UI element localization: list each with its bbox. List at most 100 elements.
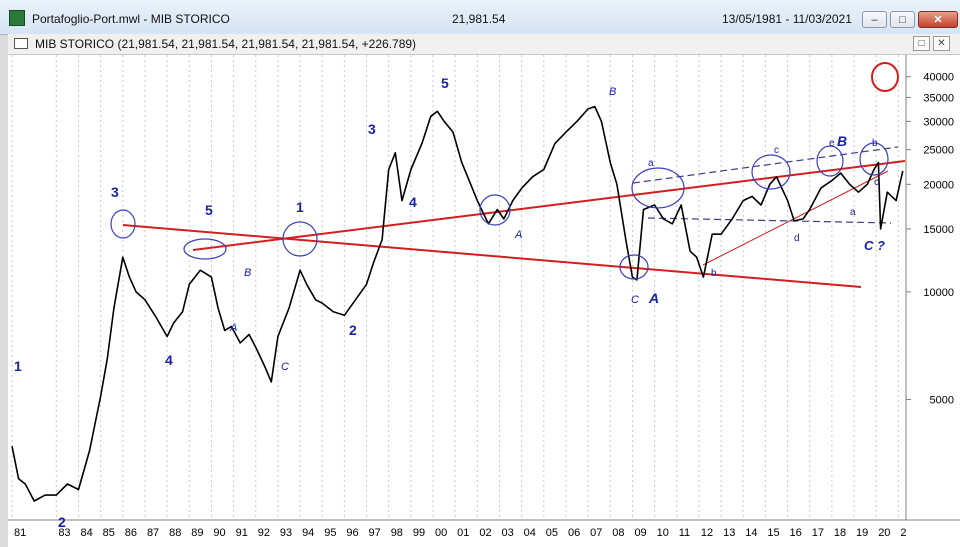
wave-label: C ? bbox=[864, 238, 885, 253]
trendline-long-up bbox=[192, 160, 906, 251]
y-tick-label: 25000 bbox=[923, 145, 954, 157]
wave-label: e bbox=[829, 138, 835, 149]
x-tick-label: 10 bbox=[657, 527, 669, 539]
chart-restore-button[interactable]: □ bbox=[913, 36, 930, 51]
x-tick-label: 93 bbox=[280, 527, 292, 539]
wave-label: 3 bbox=[111, 184, 119, 200]
pivot-circle bbox=[110, 209, 136, 239]
pivot-circle bbox=[816, 145, 844, 177]
x-tick-label: 13 bbox=[723, 527, 735, 539]
x-tick-label: 97 bbox=[369, 527, 381, 539]
y-axis: 5000 10000 15000 20000 25000 30000 35000 40000 bbox=[906, 72, 954, 406]
x-tick-label: 00 bbox=[435, 527, 447, 539]
wave-label: c bbox=[874, 177, 879, 188]
date-range: 13/05/1981 - 11/03/2021 bbox=[722, 12, 852, 26]
wave-label: 4 bbox=[409, 194, 417, 210]
y-tick-label: 35000 bbox=[923, 92, 954, 104]
maximize-button[interactable]: □ bbox=[890, 11, 915, 28]
x-tick-label: 18 bbox=[834, 527, 846, 539]
target-circle-red bbox=[871, 62, 899, 92]
minimize-button[interactable]: – bbox=[862, 11, 887, 28]
trendlines bbox=[122, 146, 906, 288]
y-tick-label: 5000 bbox=[930, 394, 954, 406]
x-tick-label: 85 bbox=[103, 527, 115, 539]
pivot-circle bbox=[479, 194, 511, 226]
wave-label: 3 bbox=[368, 121, 376, 137]
last-value: 21,981.54 bbox=[452, 12, 506, 26]
x-tick-label: 94 bbox=[302, 527, 314, 539]
x-tick-label: 08 bbox=[612, 527, 624, 539]
pivot-circle bbox=[751, 154, 791, 190]
x-tick-label: 91 bbox=[236, 527, 248, 539]
wave-label: B bbox=[609, 86, 616, 98]
chart-background bbox=[8, 55, 960, 547]
channel-bottom-dashed bbox=[647, 217, 892, 224]
x-tick-label: 03 bbox=[501, 527, 513, 539]
pivot-circle bbox=[183, 238, 227, 260]
wave-label: a bbox=[850, 207, 856, 218]
wave-label: 5 bbox=[441, 75, 449, 91]
wave-label: b bbox=[872, 138, 878, 149]
wave-label: 1 bbox=[14, 358, 22, 374]
wave-label: B bbox=[837, 133, 847, 149]
pivot-circle bbox=[859, 142, 889, 176]
close-button[interactable]: ✕ bbox=[918, 11, 958, 28]
wave-label: 2 bbox=[58, 514, 66, 530]
chart-window-icon bbox=[14, 38, 28, 49]
x-tick-label: 05 bbox=[546, 527, 558, 539]
chart-close-button[interactable]: ✕ bbox=[933, 36, 950, 51]
pivot-circle bbox=[631, 167, 685, 209]
x-tick-label: 11 bbox=[679, 527, 690, 539]
x-tick-label: 15 bbox=[767, 527, 779, 539]
wave-label: C bbox=[631, 294, 639, 306]
window-title: Portafoglio-Port.mwl - MIB STORICO bbox=[32, 12, 230, 26]
trendline-thin bbox=[702, 170, 889, 266]
wave-label: 5 bbox=[205, 202, 213, 218]
app-icon bbox=[9, 10, 25, 26]
y-tick-label: 40000 bbox=[923, 72, 954, 84]
title-bar: Portafoglio-Port.mwl - MIB STORICO 21,98… bbox=[0, 0, 960, 35]
wave-label: b bbox=[711, 268, 717, 279]
x-tick-label: 96 bbox=[346, 527, 358, 539]
wave-label: 2 bbox=[349, 322, 357, 338]
wave-label: c bbox=[774, 145, 779, 156]
x-tick-label: 06 bbox=[568, 527, 580, 539]
price-chart: 500010000150002000025000300003500040000 … bbox=[8, 55, 960, 547]
chart-header: MIB STORICO (21,981.54, 21,981.54, 21,98… bbox=[8, 34, 960, 55]
x-tick-label: 16 bbox=[790, 527, 802, 539]
wave-label: A bbox=[229, 322, 237, 334]
wave-labels: 1 2 3 4 5 1 2 3 4 5 A B C A B C A C ? B … bbox=[14, 75, 885, 530]
pivot-circle bbox=[282, 221, 318, 257]
x-tick-label: 20 bbox=[878, 527, 890, 539]
x-tick-label: 09 bbox=[634, 527, 646, 539]
x-tick-label: 90 bbox=[213, 527, 225, 539]
wave-label: C bbox=[281, 361, 289, 373]
y-tick-label: 20000 bbox=[923, 179, 954, 191]
x-tick-label: 98 bbox=[391, 527, 403, 539]
wave-label: 4 bbox=[165, 352, 173, 368]
wave-label: A bbox=[514, 229, 522, 241]
wave-label: 1 bbox=[296, 199, 304, 215]
x-tick-label: 04 bbox=[524, 527, 536, 539]
x-tick-label: 81 bbox=[14, 527, 26, 539]
y-tick-label: 30000 bbox=[923, 116, 954, 128]
x-tick-label: 83 bbox=[58, 527, 70, 539]
x-tick-label: 17 bbox=[812, 527, 824, 539]
x-tick-label: 02 bbox=[479, 527, 491, 539]
wave-label: a bbox=[648, 158, 654, 169]
x-tick-label: 01 bbox=[457, 527, 469, 539]
price-series-line bbox=[11, 105, 904, 502]
wave-label: A bbox=[648, 290, 659, 306]
x-tick-label: 99 bbox=[413, 527, 425, 539]
x-tick-label: 07 bbox=[590, 527, 602, 539]
x-tick-label: 88 bbox=[169, 527, 181, 539]
x-tick-label: 19 bbox=[856, 527, 868, 539]
chart-legend: MIB STORICO (21,981.54, 21,981.54, 21,98… bbox=[35, 37, 417, 51]
y-tick-label: 10000 bbox=[923, 287, 954, 299]
x-tick-label: 89 bbox=[191, 527, 203, 539]
x-tick-label: 14 bbox=[745, 527, 757, 539]
x-tick-label: 87 bbox=[147, 527, 159, 539]
x-tick-label: 86 bbox=[125, 527, 137, 539]
pivot-circles bbox=[110, 62, 899, 280]
pivot-circle bbox=[619, 254, 649, 280]
